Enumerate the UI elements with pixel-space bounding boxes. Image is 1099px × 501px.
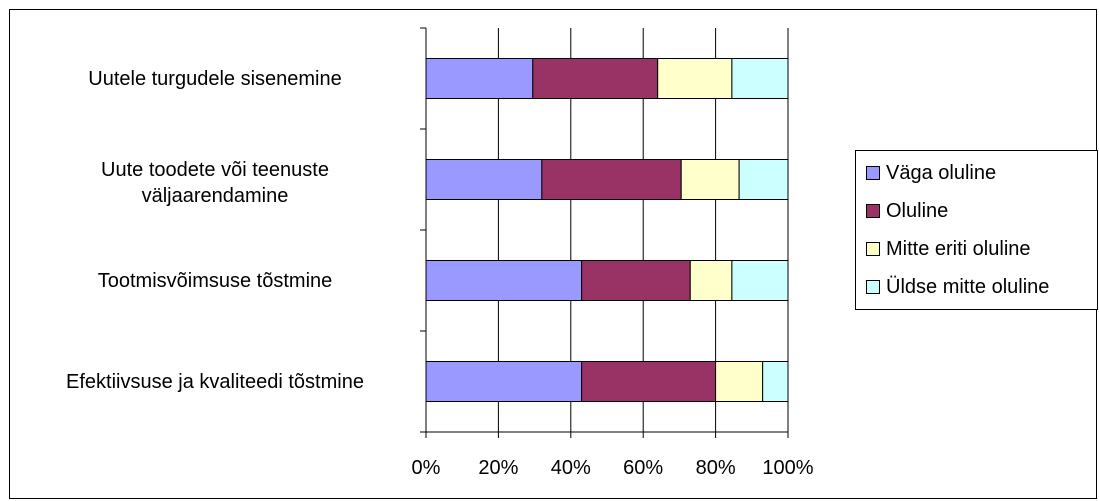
bar-segment — [581, 260, 691, 301]
legend-label: Mitte eriti oluline — [886, 237, 1031, 260]
category-label-line: väljaarendamine — [141, 184, 289, 207]
legend-label: Väga oluline — [886, 161, 997, 184]
bar-segment — [532, 58, 659, 99]
bar-segment — [657, 58, 733, 99]
x-tick-label: 40% — [551, 457, 591, 479]
legend-label: Oluline — [886, 199, 949, 222]
x-tick-label: 60% — [623, 457, 663, 479]
legend: Väga oluline Oluline Mitte eriti oluline… — [855, 150, 1098, 310]
y-category-label: Tootmisvõimsuse tõstmine — [20, 268, 410, 294]
legend-item-uldse-mitte-oluline: Üldse mitte oluline — [866, 275, 1049, 299]
x-tick-label: 100% — [762, 457, 813, 479]
y-category-label: Uute toodete või teenuste väljaarendamine — [20, 157, 410, 209]
bar-segment — [425, 159, 543, 200]
legend-item-vaga-oluline: Väga oluline — [866, 161, 996, 185]
x-tick-label: 80% — [696, 457, 736, 479]
legend-item-oluline: Oluline — [866, 199, 948, 223]
category-label-line: Uute toodete või teenuste — [101, 158, 329, 181]
category-label-line: Tootmisvõimsuse tõstmine — [97, 269, 333, 292]
bar-segment — [731, 58, 789, 99]
bar-segment — [715, 361, 764, 402]
x-tick-label: 20% — [478, 457, 518, 479]
y-category-label: Efektiivsuse ja kvaliteedi tõstmine — [20, 369, 410, 395]
legend-swatch — [866, 166, 880, 180]
bar-segment — [425, 260, 583, 301]
legend-swatch — [866, 280, 880, 294]
bar-segment — [425, 58, 534, 99]
legend-swatch — [866, 204, 880, 218]
legend-label: Üldse mitte oluline — [886, 275, 1050, 298]
y-category-label: Uutele turgudele sisenemine — [20, 66, 410, 92]
bar-segment — [762, 361, 789, 402]
bar-segment — [680, 159, 740, 200]
bar-segment — [689, 260, 733, 301]
bar-segment — [738, 159, 789, 200]
x-tick-label: 0% — [412, 457, 441, 479]
legend-item-mitte-eriti-oluline: Mitte eriti oluline — [866, 237, 1031, 261]
bar-segment — [425, 361, 583, 402]
category-label-line: Efektiivsuse ja kvaliteedi tõstmine — [66, 370, 364, 393]
legend-swatch — [866, 242, 880, 256]
bar-segment — [581, 361, 717, 402]
bar-segment — [731, 260, 789, 301]
category-label-line: Uutele turgudele sisenemine — [88, 67, 342, 90]
bar-segment — [541, 159, 682, 200]
